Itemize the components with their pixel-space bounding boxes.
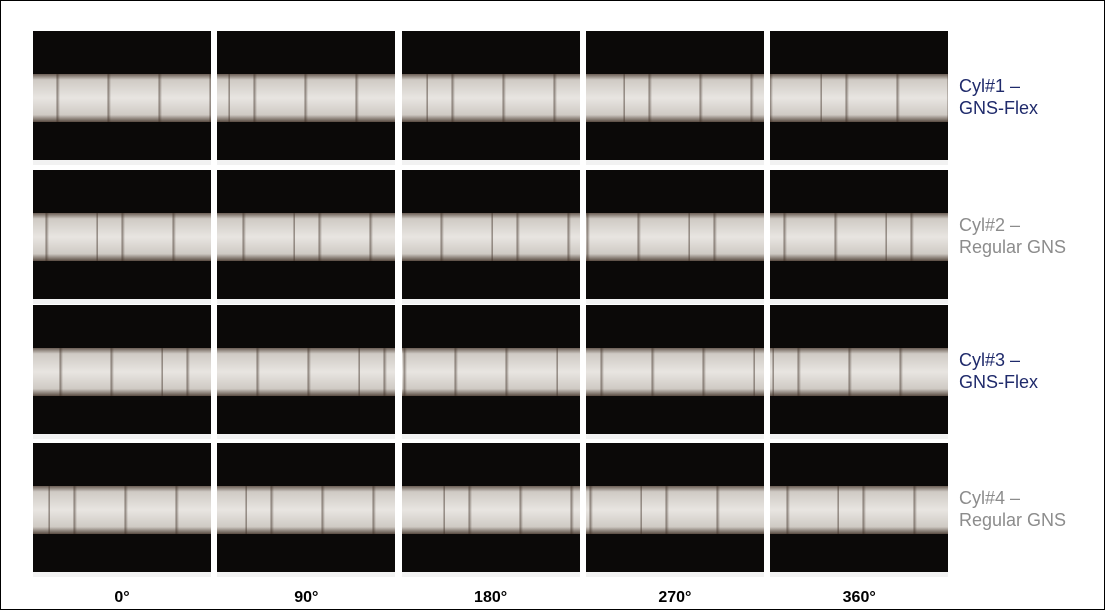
column-label: 0° (114, 589, 130, 606)
photo (770, 170, 949, 304)
row-label: Cyl#2 – (959, 215, 1021, 235)
row-label: Cyl#4 – (959, 488, 1021, 508)
column-label: 90° (294, 589, 319, 606)
row-label: GNS-Flex (959, 372, 1039, 392)
photo (401, 170, 580, 304)
photo (770, 31, 949, 165)
photo (401, 31, 580, 165)
row-label: GNS-Flex (959, 98, 1039, 118)
column-label: 270° (658, 589, 692, 606)
photo (33, 443, 211, 577)
row-label: Cyl#1 – (959, 76, 1021, 96)
row-label: Cyl#3 – (959, 350, 1021, 370)
photo (401, 443, 580, 577)
photo (217, 305, 396, 439)
column-label: 360° (842, 589, 876, 606)
photo (770, 443, 949, 577)
photo (770, 305, 949, 439)
photo (33, 305, 211, 439)
row-label: Regular GNS (959, 237, 1067, 257)
photo (217, 31, 396, 165)
photo (217, 443, 396, 577)
row-label: Regular GNS (959, 510, 1067, 530)
photo (33, 170, 211, 304)
photo (585, 31, 764, 165)
column-label: 180° (474, 589, 508, 606)
photo (401, 305, 580, 439)
photo (585, 305, 764, 439)
photo (585, 170, 764, 304)
photo (33, 31, 211, 165)
photo (585, 443, 764, 577)
photo (217, 170, 396, 304)
